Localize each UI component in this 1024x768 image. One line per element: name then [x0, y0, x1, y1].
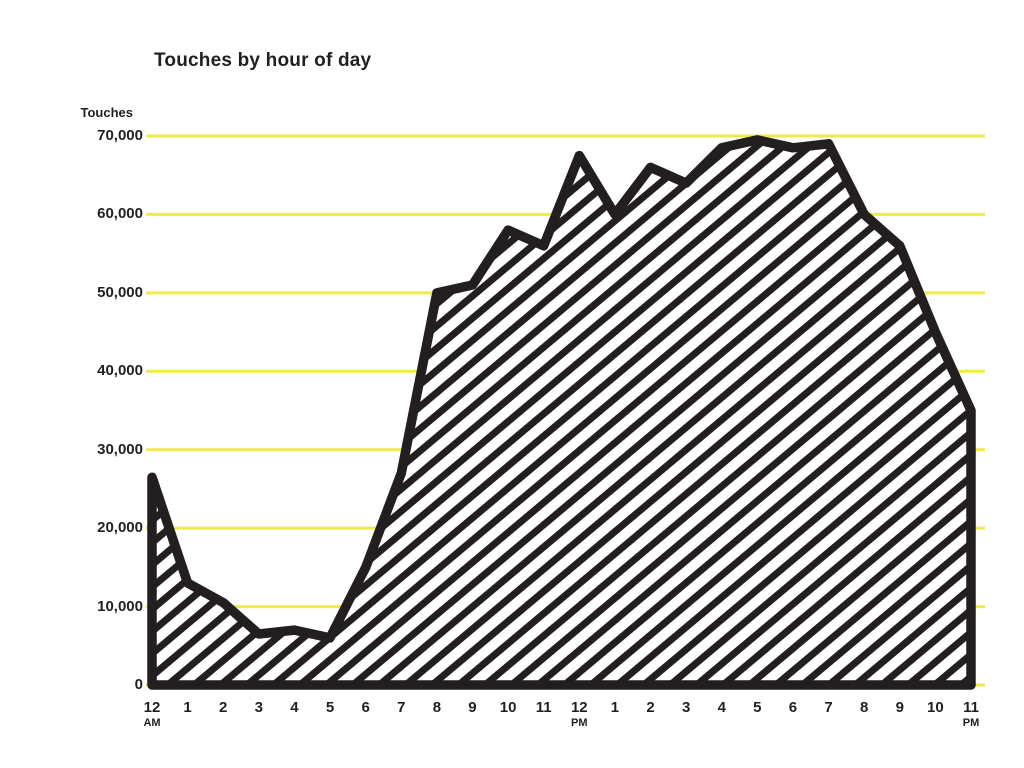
x-tick-period-label: PM: [962, 717, 980, 729]
x-tick-label: 3: [254, 699, 263, 716]
area-series: [147, 135, 976, 690]
y-tick-label: 10,000: [97, 597, 143, 615]
x-tick-label: 4: [717, 699, 726, 716]
y-tick-label: 70,000: [97, 127, 143, 144]
x-tick-label: 10: [499, 699, 517, 716]
y-tick-label: 60,000: [97, 205, 143, 223]
x-tick-label: 1: [183, 699, 192, 716]
x-tick-label: 2: [219, 699, 228, 716]
x-tick-label: 5: [753, 699, 762, 716]
y-tick-label: 40,000: [97, 362, 143, 380]
x-tick-label: 3: [681, 699, 691, 716]
y-tick-label: 50,000: [97, 283, 143, 301]
x-tick-label: 12: [570, 699, 588, 716]
x-tick-label: 6: [788, 699, 798, 716]
y-tick-label: 20,000: [97, 519, 143, 537]
x-tick-label: 8: [860, 699, 869, 716]
x-tick-period-label: PM: [571, 717, 588, 729]
y-tick-label: 0: [134, 676, 143, 693]
x-tick-label: 7: [824, 699, 833, 716]
x-tick-label: 2: [646, 699, 655, 716]
chart-title: Touches by hour of day: [154, 50, 372, 71]
x-tick-label: 7: [397, 699, 406, 716]
x-tick-label: 8: [432, 699, 442, 716]
x-tick-label: 11: [535, 699, 552, 716]
x-tick-label: 9: [468, 699, 477, 716]
x-tick-label: 11: [963, 699, 979, 716]
x-tick-period-label: AM: [143, 717, 161, 729]
x-tick-label: 5: [325, 699, 335, 716]
x-tick-label: 6: [361, 699, 370, 716]
y-tick-label: 30,000: [97, 440, 143, 458]
y-axis-title: Touches: [80, 105, 134, 120]
x-tick-label: 10: [927, 699, 944, 716]
x-tick-label: 9: [895, 699, 904, 716]
x-tick-label: 1: [610, 699, 620, 716]
x-tick-label: 12: [143, 699, 161, 716]
x-tick-label: 4: [290, 699, 299, 716]
